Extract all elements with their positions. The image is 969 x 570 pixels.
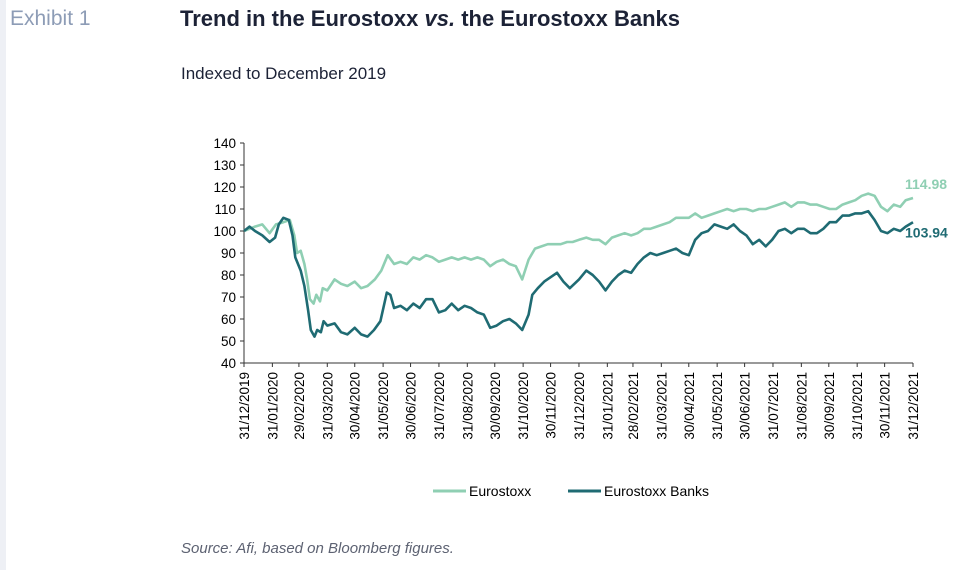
x-tick-label: 30/11/2021 [878, 372, 893, 439]
x-tick-label: 31/03/2021 [654, 372, 669, 440]
y-tick-label: 90 [221, 246, 236, 261]
x-tick-label: 29/02/2020 [292, 372, 307, 440]
x-tick-label: 31/12/2020 [572, 372, 587, 440]
x-tick-label: 31/08/2020 [460, 372, 475, 440]
title-italic: vs. [424, 6, 456, 31]
x-tick-label: 31/12/2019 [237, 372, 252, 440]
series-layer [243, 192, 914, 338]
eurostoxx-line [243, 192, 914, 305]
x-tick-label: 31/01/2020 [265, 372, 280, 440]
x-tick-label: 31/10/2021 [850, 372, 865, 440]
y-tick-label: 60 [221, 312, 236, 327]
chart-subtitle: Indexed to December 2019 [181, 64, 387, 83]
x-axis: 31/12/2019 31/01/2020 29/02/2020 31/03/2020… [237, 362, 921, 440]
x-tick-label: 31/03/2020 [320, 372, 335, 440]
y-tick-label: 80 [221, 268, 236, 283]
side-band [0, 0, 6, 570]
x-tick-label: 30/09/2020 [488, 372, 503, 440]
x-tick-label: 31/12/2021 [906, 372, 921, 440]
legend-label: Eurostoxx Banks [604, 483, 709, 499]
y-axis: 40 50 60 70 80 90 100 110 120 130 140 [213, 136, 245, 371]
x-tick-label: 31/07/2020 [432, 372, 447, 440]
y-tick-label: 40 [221, 356, 236, 371]
legend-label: Eurostoxx [469, 483, 531, 499]
y-tick-label: 100 [213, 224, 236, 239]
y-tick-label: 120 [213, 180, 236, 195]
end-labels: 114.98 103.94 [905, 176, 948, 240]
x-tick-label: 30/04/2020 [348, 372, 363, 440]
title-part-1: Trend in the Eurostoxx [180, 6, 425, 31]
x-tick-label: 30/09/2021 [822, 372, 837, 440]
y-tick-label: 130 [213, 158, 236, 173]
x-tick-label: 28/02/2021 [626, 372, 641, 440]
eurostoxx-banks-end-label: 103.94 [905, 224, 948, 240]
y-tick-label: 140 [213, 136, 236, 151]
x-tick-label: 30/04/2021 [682, 372, 697, 440]
chart-title: Trend in the Eurostoxx vs. the Eurostoxx… [180, 6, 680, 32]
exhibit-label: Exhibit 1 [10, 7, 91, 30]
x-tick-label: 31/05/2020 [376, 372, 391, 440]
x-tick-label: 31/07/2021 [766, 372, 781, 440]
x-tick-label: 31/10/2020 [516, 372, 531, 440]
y-tick-label: 50 [221, 334, 236, 349]
x-tick-label: 30/11/2020 [544, 372, 559, 439]
eurostoxx-end-label: 114.98 [905, 176, 947, 192]
x-tick-label: 31/08/2021 [794, 372, 809, 440]
source-note: Source: Afi, based on Bloomberg figures. [181, 540, 454, 557]
y-tick-label: 70 [221, 290, 236, 305]
x-tick-label: 31/05/2021 [710, 372, 725, 440]
x-tick-label: 30/06/2021 [738, 372, 753, 440]
x-tick-label: 31/01/2021 [600, 372, 615, 440]
y-tick-label: 110 [214, 202, 236, 217]
legend: Eurostoxx Eurostoxx Banks [433, 483, 709, 499]
title-part-2: the Eurostoxx Banks [455, 6, 681, 31]
eurostoxx-banks-line [243, 209, 914, 338]
x-tick-label: 30/06/2020 [404, 372, 419, 440]
